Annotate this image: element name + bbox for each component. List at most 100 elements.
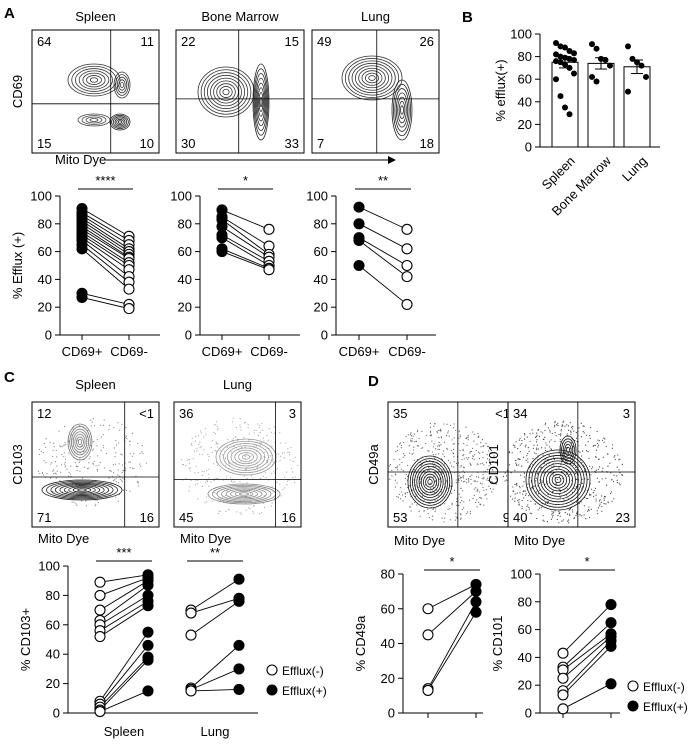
- pair-line: [81, 237, 130, 271]
- data-point: [216, 246, 228, 258]
- data-point: [566, 47, 573, 54]
- scatter-dot: [558, 489, 560, 491]
- scatter-dot: [576, 468, 578, 471]
- data-point: [142, 626, 154, 638]
- pair-line: [562, 636, 612, 679]
- scatter-dot: [477, 489, 479, 492]
- data-point: [605, 599, 617, 611]
- scatter-dot: [128, 461, 130, 463]
- scatter-dot: [60, 471, 62, 473]
- contour-line: [562, 441, 574, 459]
- scatter-dot: [49, 477, 52, 479]
- scatter-dot: [248, 439, 250, 441]
- scatter-dot: [404, 455, 406, 457]
- contour-line: [210, 77, 242, 107]
- data-point: [562, 61, 568, 68]
- scatter-dot: [94, 505, 96, 507]
- scatter-dot: [125, 469, 127, 472]
- scatter-dot: [64, 425, 66, 428]
- scatter-dot: [208, 485, 210, 487]
- scatter-dot: [541, 481, 543, 484]
- scatter-dot: [519, 487, 521, 489]
- scatter-dot: [581, 455, 583, 457]
- scatter-dot: [477, 436, 480, 438]
- quadrant-value-ll: 40: [513, 510, 527, 525]
- scatter-dot: [476, 490, 478, 492]
- scatter-dot: [205, 481, 207, 483]
- scatter-dot: [545, 442, 547, 444]
- pair-line: [81, 244, 130, 283]
- scatter-dot: [463, 474, 465, 477]
- scatter-dot: [283, 457, 285, 459]
- scatter-dot: [475, 487, 477, 489]
- y-tick-label: 100: [510, 27, 532, 42]
- scatter-dot: [426, 470, 428, 472]
- scatter-dot: [407, 475, 409, 478]
- contour-line: [561, 438, 575, 462]
- scatter-dot: [618, 482, 620, 484]
- scatter-dot: [194, 472, 196, 474]
- scatter-dot: [197, 472, 199, 474]
- scatter-dot: [521, 465, 523, 467]
- scatter-dot: [458, 479, 460, 481]
- data-point: [142, 579, 154, 591]
- y-tick-label: 80: [38, 216, 52, 231]
- scatter-dot: [614, 458, 616, 461]
- scatter-dot: [252, 512, 254, 514]
- scatter-dot: [599, 503, 601, 505]
- scatter-dot: [237, 440, 239, 442]
- contour-line: [219, 440, 273, 474]
- scatter-dot: [262, 429, 264, 431]
- scatter-dot: [552, 512, 554, 514]
- scatter-dot: [585, 450, 588, 452]
- scatter-dot: [469, 463, 472, 465]
- scatter-dot: [429, 426, 431, 428]
- scatter-dot: [394, 479, 396, 481]
- scatter-dot: [542, 432, 544, 434]
- scatter-dot: [119, 478, 121, 480]
- scatter-dot: [598, 440, 600, 442]
- scatter-dot: [461, 459, 463, 461]
- scatter-dot: [206, 480, 209, 482]
- y-tick-label: 40: [38, 272, 52, 287]
- y-tick-label: 80: [518, 594, 532, 609]
- x-tick-label: CD69-: [110, 344, 148, 359]
- pair-line: [81, 240, 130, 277]
- scatter-dot: [518, 503, 520, 505]
- pair-line: [190, 689, 240, 692]
- scatter-dot: [391, 475, 393, 477]
- legend-label: Efflux(+): [282, 684, 327, 698]
- scatter-dot: [400, 447, 403, 449]
- scatter-dot: [225, 511, 227, 513]
- scatter-dot: [110, 470, 112, 472]
- legend-d: Efflux(-)Efflux(+): [627, 680, 688, 714]
- scatter-dot: [281, 452, 284, 454]
- scatter-dot: [71, 501, 73, 503]
- scatter-dot: [459, 478, 461, 480]
- scatter-dot: [232, 417, 234, 419]
- scatter-dot: [589, 465, 591, 467]
- scatter-dot: [523, 456, 525, 458]
- scatter-dot: [100, 436, 102, 438]
- data-point: [233, 683, 245, 696]
- scatter-dot: [416, 431, 419, 433]
- contour-line: [394, 88, 410, 132]
- scatter-dot: [240, 513, 242, 515]
- scatter-dot: [621, 463, 623, 466]
- scatter-dot: [489, 487, 492, 490]
- scatter-dot: [113, 472, 115, 474]
- scatter-dot: [194, 440, 196, 442]
- scatter-dot: [547, 494, 549, 496]
- scatter-dot: [103, 467, 106, 469]
- data-point: [76, 243, 88, 255]
- scatter-dot: [532, 432, 534, 434]
- scatter-dot: [467, 511, 469, 513]
- scatter-dot: [488, 450, 490, 452]
- scatter-dot: [201, 474, 204, 476]
- scatter-dot: [467, 435, 469, 437]
- scatter-dot: [417, 445, 420, 447]
- scatter-dot: [480, 442, 482, 444]
- scatter-dot: [456, 504, 458, 506]
- scatter-dot: [228, 462, 230, 465]
- scatter-dot: [407, 464, 409, 467]
